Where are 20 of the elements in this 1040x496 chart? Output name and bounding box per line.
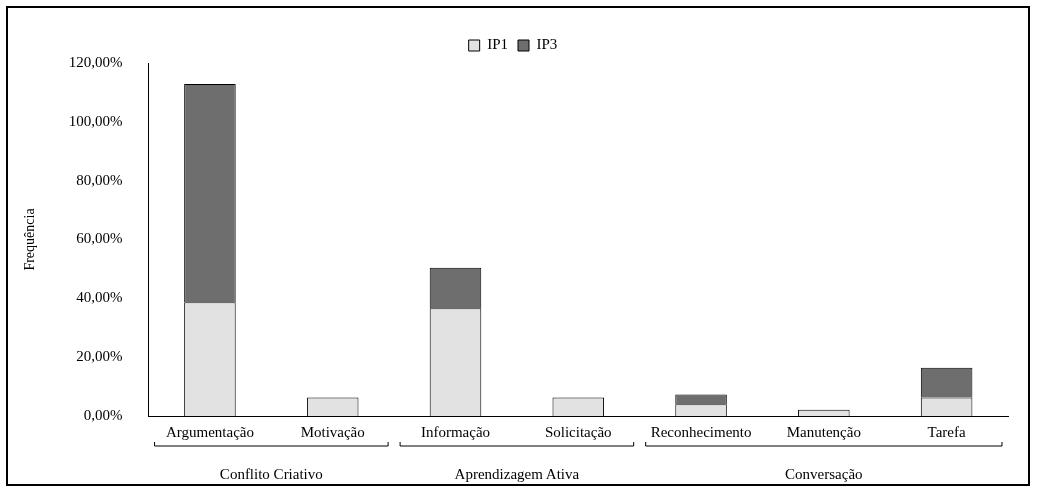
- x-tick-label: Manutenção: [786, 423, 861, 440]
- text: Aprendizagem Ativa: [454, 466, 580, 483]
- text: Conversação: [785, 466, 863, 483]
- y-tick-label: 60,00%: [76, 230, 123, 247]
- x-tick-label: Argumentação: [165, 423, 254, 440]
- legend-label: IP3: [536, 36, 558, 53]
- y-tick-label: 100,00%: [68, 112, 123, 129]
- y-tick-label: 20,00%: [76, 348, 123, 365]
- y-tick-label: 0,00%: [83, 406, 123, 423]
- x-tick-label: Reconhecimento: [650, 423, 752, 440]
- y-tick-label: 40,00%: [76, 289, 123, 306]
- y-axis-title: Frequência: [22, 207, 38, 271]
- x-tick-label: Solicitação: [544, 423, 612, 440]
- x-tick-label: Motivação: [300, 423, 365, 440]
- legend-label: IP1: [487, 36, 509, 53]
- y-tick-label: 120,00%: [68, 53, 123, 70]
- text: Conflito Criativo: [219, 466, 323, 483]
- y-tick-label: 80,00%: [76, 171, 123, 188]
- x-tick-label: Informação: [420, 423, 491, 440]
- x-tick-label: Tarefa: [927, 423, 966, 440]
